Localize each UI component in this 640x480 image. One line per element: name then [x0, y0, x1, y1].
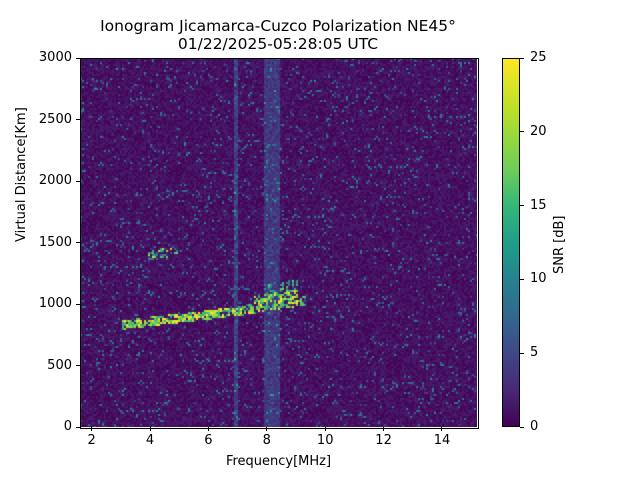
- y-tick: [76, 180, 80, 182]
- x-tick: [91, 427, 93, 431]
- heatmap-canvas: [80, 58, 477, 427]
- y-tick-label: 3000: [38, 50, 72, 65]
- colorbar-tick-label: 10: [530, 271, 547, 287]
- y-tick-label: 2500: [38, 111, 72, 127]
- x-tick: [266, 427, 268, 431]
- chart-title-line: Ionogram Jicamarca-Cuzco Polarization NE…: [100, 17, 456, 35]
- x-axis-label: Frequency[MHz]: [225, 454, 332, 469]
- chart-subtitle: 01/22/2025-05:28:05 UTC: [177, 35, 379, 53]
- colorbar-tick-label: 0: [530, 419, 539, 434]
- colorbar: [502, 58, 520, 427]
- x-tick: [207, 427, 209, 431]
- colorbar-tick: [520, 278, 524, 280]
- x-tick: [441, 427, 443, 431]
- y-tick-label: 0: [63, 419, 72, 434]
- colorbar-tick-label: 5: [530, 345, 539, 361]
- y-tick-label: 1000: [38, 296, 72, 311]
- x-tick-label: 12: [375, 433, 392, 448]
- ionogram-heatmap: [80, 58, 477, 427]
- y-tick: [76, 57, 80, 59]
- colorbar-tick: [520, 352, 524, 354]
- x-tick: [149, 427, 151, 431]
- y-tick-label: 2000: [38, 173, 72, 188]
- x-tick: [383, 427, 385, 431]
- colorbar-tick: [520, 426, 524, 428]
- colorbar-tick: [520, 205, 524, 207]
- x-tick: [324, 427, 326, 431]
- colorbar-tick-label: 15: [530, 197, 547, 213]
- x-tick-label: 10: [316, 433, 334, 448]
- x-tick-label: 8: [262, 433, 271, 448]
- x-tick-label: 6: [204, 433, 213, 448]
- colorbar-tick: [520, 131, 524, 133]
- y-tick: [76, 303, 80, 305]
- colorbar-tick-label: 20: [530, 123, 547, 139]
- colorbar-tick: [520, 57, 524, 59]
- y-tick-label: 1500: [38, 234, 72, 250]
- y-tick: [76, 119, 80, 120]
- y-tick: [76, 242, 80, 243]
- x-tick-label: 4: [145, 433, 155, 448]
- x-tick-label: 2: [87, 433, 96, 448]
- y-tick-label: 500: [47, 357, 72, 373]
- y-tick: [76, 365, 80, 366]
- colorbar-tick-label: 25: [530, 50, 547, 65]
- x-tick-label: 14: [433, 433, 451, 448]
- colorbar-label: SNR [dB]: [552, 215, 567, 274]
- y-tick: [76, 426, 80, 428]
